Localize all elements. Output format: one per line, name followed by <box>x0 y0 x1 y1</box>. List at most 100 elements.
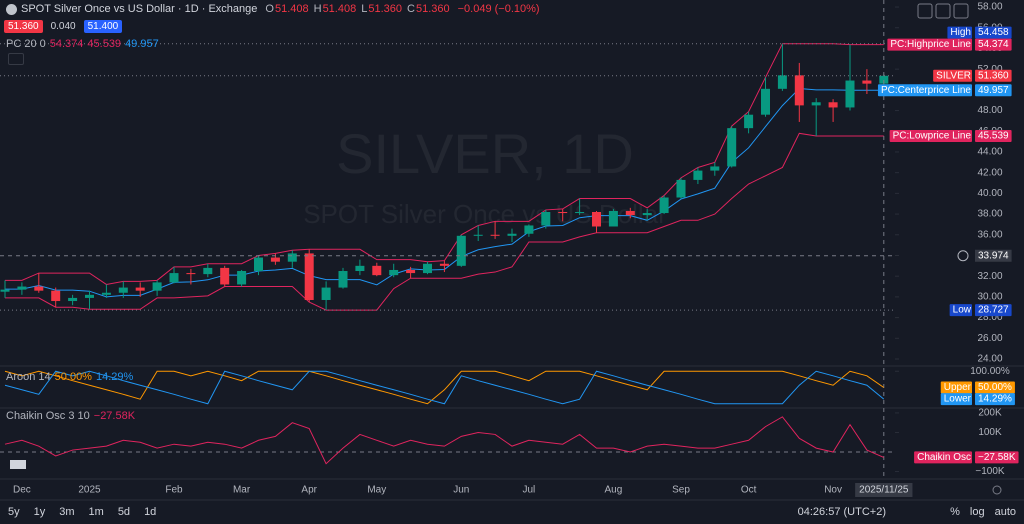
candle-body <box>693 170 703 180</box>
price-label-value: 49.957 <box>978 85 1009 96</box>
x-tick-label: Aug <box>605 485 623 496</box>
price-label-value: 50.00% <box>978 382 1012 393</box>
candle-body <box>389 269 399 276</box>
price-label-box <box>975 38 1012 51</box>
price-label-box <box>947 26 972 39</box>
price-label-value: 54.458 <box>978 27 1009 38</box>
chaikin-legend: Chaikin Osc 3 10 −27.58K <box>6 410 135 422</box>
indicator-line <box>4 370 885 405</box>
range-button[interactable]: 3m <box>59 506 75 518</box>
range-button[interactable]: 1d <box>144 506 157 518</box>
y-tick-label: 58.00 <box>977 2 1002 13</box>
price-label-box <box>975 69 1012 82</box>
price-label-box <box>975 381 1015 394</box>
x-tick-label: Feb <box>165 485 183 496</box>
candle-body <box>558 212 568 214</box>
candle-body <box>423 263 432 274</box>
crosshair-price-label: 33.974 <box>975 249 1012 262</box>
y-tick-label: 38.00 <box>977 209 1002 220</box>
candle-body <box>575 212 585 214</box>
candle-body <box>118 287 128 293</box>
symbol-icon <box>6 3 17 15</box>
candle-body <box>186 273 196 275</box>
candle-body <box>287 253 297 262</box>
x-tick-label: Oct <box>741 485 757 496</box>
ohlc-key: L <box>361 3 368 15</box>
candle-body <box>254 257 263 272</box>
candle-body <box>34 286 44 291</box>
price-label: 50.00% Upper <box>940 381 1015 394</box>
range-button[interactable]: 5d <box>117 506 131 518</box>
candle-body <box>169 273 179 283</box>
y-tick-label: 100K <box>978 427 1002 438</box>
range-button[interactable]: 5y <box>8 506 20 518</box>
candle-body <box>101 292 111 295</box>
price-label: 54.458 High <box>947 26 1012 39</box>
price-label-name: Chaikin Osc <box>917 452 971 463</box>
candle-body <box>456 235 466 266</box>
candle-body <box>490 234 500 236</box>
candle-body <box>17 286 27 290</box>
scale-option[interactable]: log <box>969 506 985 518</box>
x-tick-label: Dec <box>13 485 31 496</box>
candle-body <box>439 263 449 266</box>
price-label-name: PC:Highprice Line <box>890 39 971 50</box>
candle-body <box>203 267 213 275</box>
y-tick-label: 28.00 <box>977 312 1002 323</box>
range-button[interactable]: 1m <box>88 506 104 518</box>
candle-body <box>592 212 601 227</box>
y-tick-label: 24.00 <box>977 354 1002 365</box>
price-label-box <box>975 393 1015 406</box>
candle-body <box>845 80 855 108</box>
crosshair-price-box <box>975 249 1012 262</box>
price-label-value: 28.727 <box>978 305 1009 316</box>
price-label-box <box>949 304 972 317</box>
indicator-title: Chaikin Osc 3 10 <box>6 410 90 422</box>
indicator-value: 50.00% <box>54 371 92 383</box>
candle-body <box>237 271 247 285</box>
y-tick-label: 26.00 <box>977 333 1002 344</box>
candle-body <box>270 257 280 262</box>
indicator-legend: PC 20 0 54.374 45.539 49.957 <box>6 38 159 50</box>
y-tick-label: 44.00 <box>977 147 1002 158</box>
crosshair-time-text: 2025/11/25 <box>859 485 909 496</box>
y-tick-label: 42.00 <box>977 167 1002 178</box>
indicator-value: 54.374 <box>49 38 84 50</box>
y-tick-label: 32.00 <box>977 271 1002 282</box>
down-arrow-button[interactable] <box>917 3 933 19</box>
toolbar-icons[interactable] <box>917 3 969 19</box>
price-label-box <box>933 69 972 82</box>
x-tick-label: Sep <box>672 485 690 496</box>
indicator-value: 45.539 <box>87 38 122 50</box>
order-badges[interactable]: 51.360 0.040 51.400 <box>4 20 123 33</box>
up-arrow-button[interactable] <box>935 3 951 19</box>
buy-badge[interactable]: 51.400 <box>83 20 123 33</box>
collapse-button[interactable] <box>8 53 24 65</box>
ohlc-values: O 51.408 H 51.408 L 51.360 C 51.360 <box>265 3 453 15</box>
range-button[interactable]: 1y <box>33 506 46 518</box>
settings-button[interactable] <box>992 485 1002 495</box>
add-alert-button[interactable] <box>957 250 969 262</box>
candle-body <box>135 287 145 291</box>
candle-body <box>372 265 382 276</box>
price-label-box <box>940 381 972 394</box>
sell-badge[interactable]: 51.360 <box>4 20 43 33</box>
candle-body <box>727 128 737 167</box>
indicator-title: Aroon 14 <box>6 371 51 383</box>
refresh-button[interactable] <box>953 3 969 19</box>
price-label-box <box>877 84 972 97</box>
price-label-box <box>940 393 972 406</box>
ohlc-value: 51.408 <box>322 3 357 15</box>
price-label: 45.539 PC:Lowprice Line <box>889 130 1012 143</box>
candle-body <box>777 75 787 89</box>
candle-body <box>406 269 416 274</box>
scale-option[interactable]: % <box>950 506 960 518</box>
indicator-value: 49.957 <box>125 38 159 50</box>
price-label-value: 51.360 <box>978 70 1009 81</box>
scale-option[interactable]: auto <box>994 506 1016 518</box>
ohlc-key: C <box>407 3 415 15</box>
crosshair-time-label: 2025/11/25 <box>855 483 913 497</box>
candle-body <box>794 75 804 106</box>
